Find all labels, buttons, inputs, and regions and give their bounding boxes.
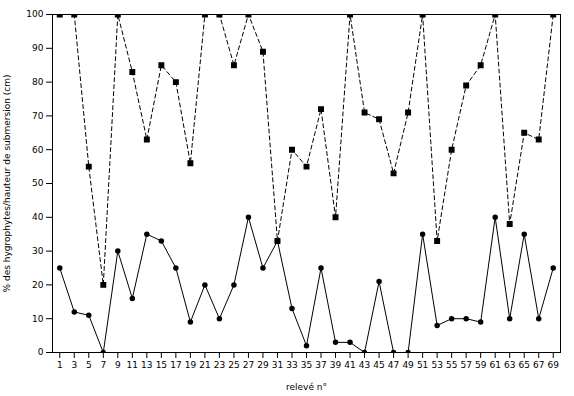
svg-text:17: 17	[170, 360, 181, 370]
svg-text:10: 10	[32, 314, 44, 324]
svg-text:0: 0	[38, 347, 44, 357]
svg-text:7: 7	[100, 360, 106, 370]
svg-text:53: 53	[431, 360, 442, 370]
svg-text:3: 3	[71, 360, 77, 370]
svg-text:33: 33	[286, 360, 297, 370]
svg-text:80: 80	[32, 77, 44, 87]
svg-text:60: 60	[32, 145, 44, 155]
svg-text:13: 13	[141, 360, 152, 370]
svg-text:30: 30	[32, 246, 44, 256]
svg-text:50: 50	[32, 178, 44, 188]
svg-text:59: 59	[475, 360, 487, 370]
svg-text:23: 23	[214, 360, 225, 370]
svg-text:20: 20	[32, 280, 44, 290]
svg-text:25: 25	[228, 360, 239, 370]
svg-text:19: 19	[185, 360, 197, 370]
svg-text:61: 61	[489, 360, 500, 370]
svg-text:67: 67	[533, 360, 544, 370]
svg-text:43: 43	[359, 360, 370, 370]
svg-text:70: 70	[32, 111, 44, 121]
svg-text:57: 57	[460, 360, 471, 370]
svg-text:9: 9	[115, 360, 121, 370]
svg-text:31: 31	[272, 360, 283, 370]
svg-text:35: 35	[301, 360, 312, 370]
svg-text:27: 27	[243, 360, 254, 370]
svg-text:40: 40	[32, 212, 44, 222]
svg-text:90: 90	[32, 43, 44, 53]
svg-text:63: 63	[504, 360, 515, 370]
svg-text:39: 39	[330, 360, 342, 370]
svg-text:5: 5	[86, 360, 92, 370]
svg-text:47: 47	[388, 360, 399, 370]
svg-text:11: 11	[127, 360, 138, 370]
svg-text:1: 1	[57, 360, 63, 370]
svg-text:69: 69	[548, 360, 560, 370]
svg-text:65: 65	[518, 360, 529, 370]
svg-text:51: 51	[417, 360, 428, 370]
svg-text:100: 100	[26, 9, 43, 19]
svg-text:45: 45	[373, 360, 384, 370]
svg-text:relevé n°: relevé n°	[286, 382, 327, 392]
svg-text:% des hygrophytes/hauteur de s: % des hygrophytes/hauteur de submersion …	[2, 75, 12, 293]
svg-text:29: 29	[257, 360, 269, 370]
svg-text:15: 15	[156, 360, 167, 370]
svg-text:37: 37	[315, 360, 326, 370]
svg-text:49: 49	[402, 360, 414, 370]
svg-text:21: 21	[199, 360, 210, 370]
svg-text:55: 55	[446, 360, 457, 370]
svg-text:41: 41	[344, 360, 355, 370]
